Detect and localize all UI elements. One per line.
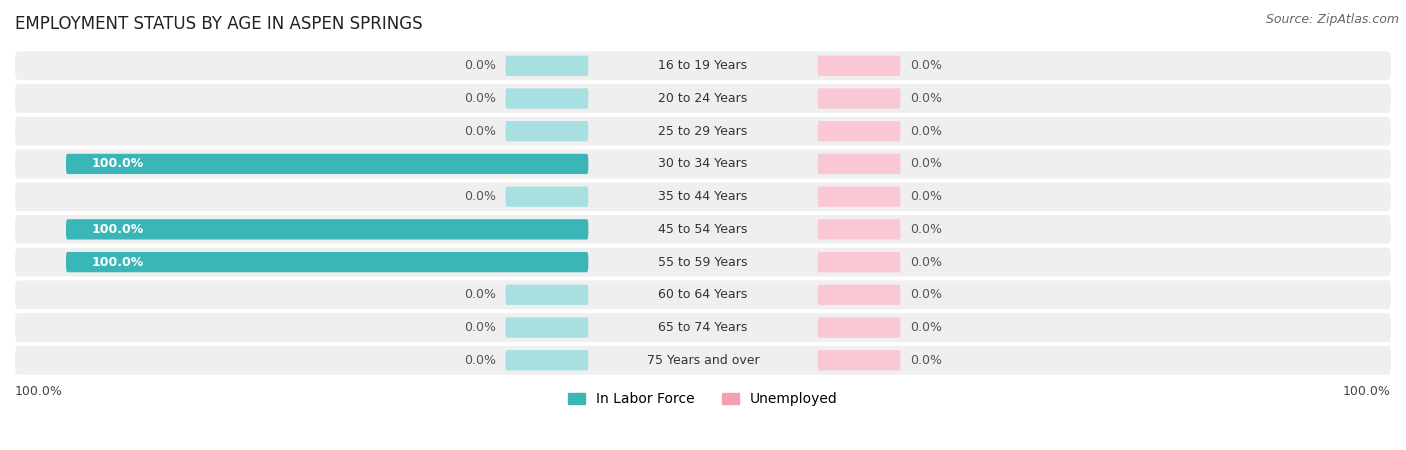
Text: 0.0%: 0.0% bbox=[910, 125, 942, 138]
Text: 100.0%: 100.0% bbox=[15, 385, 63, 398]
Text: 0.0%: 0.0% bbox=[464, 59, 496, 72]
FancyBboxPatch shape bbox=[506, 317, 588, 338]
Text: 0.0%: 0.0% bbox=[910, 256, 942, 269]
FancyBboxPatch shape bbox=[818, 317, 900, 338]
Text: 0.0%: 0.0% bbox=[464, 321, 496, 334]
FancyBboxPatch shape bbox=[818, 88, 900, 108]
Text: 100.0%: 100.0% bbox=[1343, 385, 1391, 398]
Text: 0.0%: 0.0% bbox=[910, 321, 942, 334]
FancyBboxPatch shape bbox=[506, 121, 588, 141]
Text: 0.0%: 0.0% bbox=[910, 158, 942, 171]
FancyBboxPatch shape bbox=[66, 219, 588, 239]
Text: 45 to 54 Years: 45 to 54 Years bbox=[658, 223, 748, 236]
FancyBboxPatch shape bbox=[818, 350, 900, 370]
Text: 0.0%: 0.0% bbox=[464, 288, 496, 302]
Text: 0.0%: 0.0% bbox=[910, 59, 942, 72]
FancyBboxPatch shape bbox=[15, 51, 1391, 80]
FancyBboxPatch shape bbox=[66, 252, 588, 272]
FancyBboxPatch shape bbox=[15, 313, 1391, 342]
Text: 0.0%: 0.0% bbox=[464, 190, 496, 203]
Text: 20 to 24 Years: 20 to 24 Years bbox=[658, 92, 748, 105]
FancyBboxPatch shape bbox=[15, 149, 1391, 178]
Text: 100.0%: 100.0% bbox=[91, 158, 143, 171]
FancyBboxPatch shape bbox=[506, 88, 588, 108]
FancyBboxPatch shape bbox=[818, 219, 900, 239]
FancyBboxPatch shape bbox=[506, 350, 588, 370]
FancyBboxPatch shape bbox=[15, 215, 1391, 244]
FancyBboxPatch shape bbox=[15, 280, 1391, 309]
Text: 60 to 64 Years: 60 to 64 Years bbox=[658, 288, 748, 302]
FancyBboxPatch shape bbox=[15, 346, 1391, 375]
Text: 35 to 44 Years: 35 to 44 Years bbox=[658, 190, 748, 203]
Text: 55 to 59 Years: 55 to 59 Years bbox=[658, 256, 748, 269]
FancyBboxPatch shape bbox=[66, 154, 588, 174]
FancyBboxPatch shape bbox=[15, 84, 1391, 113]
Text: 0.0%: 0.0% bbox=[464, 125, 496, 138]
Text: 16 to 19 Years: 16 to 19 Years bbox=[658, 59, 748, 72]
Text: 0.0%: 0.0% bbox=[910, 354, 942, 367]
Text: EMPLOYMENT STATUS BY AGE IN ASPEN SPRINGS: EMPLOYMENT STATUS BY AGE IN ASPEN SPRING… bbox=[15, 15, 423, 33]
Text: 0.0%: 0.0% bbox=[464, 92, 496, 105]
Text: 0.0%: 0.0% bbox=[464, 354, 496, 367]
Text: 25 to 29 Years: 25 to 29 Years bbox=[658, 125, 748, 138]
FancyBboxPatch shape bbox=[15, 117, 1391, 146]
FancyBboxPatch shape bbox=[818, 285, 900, 305]
FancyBboxPatch shape bbox=[818, 186, 900, 207]
FancyBboxPatch shape bbox=[506, 186, 588, 207]
Text: 30 to 34 Years: 30 to 34 Years bbox=[658, 158, 748, 171]
Text: 100.0%: 100.0% bbox=[91, 223, 143, 236]
FancyBboxPatch shape bbox=[15, 182, 1391, 211]
Text: 65 to 74 Years: 65 to 74 Years bbox=[658, 321, 748, 334]
Legend: In Labor Force, Unemployed: In Labor Force, Unemployed bbox=[562, 387, 844, 412]
FancyBboxPatch shape bbox=[818, 154, 900, 174]
FancyBboxPatch shape bbox=[818, 121, 900, 141]
Text: Source: ZipAtlas.com: Source: ZipAtlas.com bbox=[1265, 14, 1399, 27]
FancyBboxPatch shape bbox=[506, 56, 588, 76]
Text: 0.0%: 0.0% bbox=[910, 288, 942, 302]
FancyBboxPatch shape bbox=[506, 285, 588, 305]
Text: 0.0%: 0.0% bbox=[910, 223, 942, 236]
Text: 0.0%: 0.0% bbox=[910, 190, 942, 203]
Text: 75 Years and over: 75 Years and over bbox=[647, 354, 759, 367]
FancyBboxPatch shape bbox=[818, 56, 900, 76]
FancyBboxPatch shape bbox=[818, 252, 900, 272]
Text: 0.0%: 0.0% bbox=[910, 92, 942, 105]
Text: 100.0%: 100.0% bbox=[91, 256, 143, 269]
FancyBboxPatch shape bbox=[15, 248, 1391, 276]
